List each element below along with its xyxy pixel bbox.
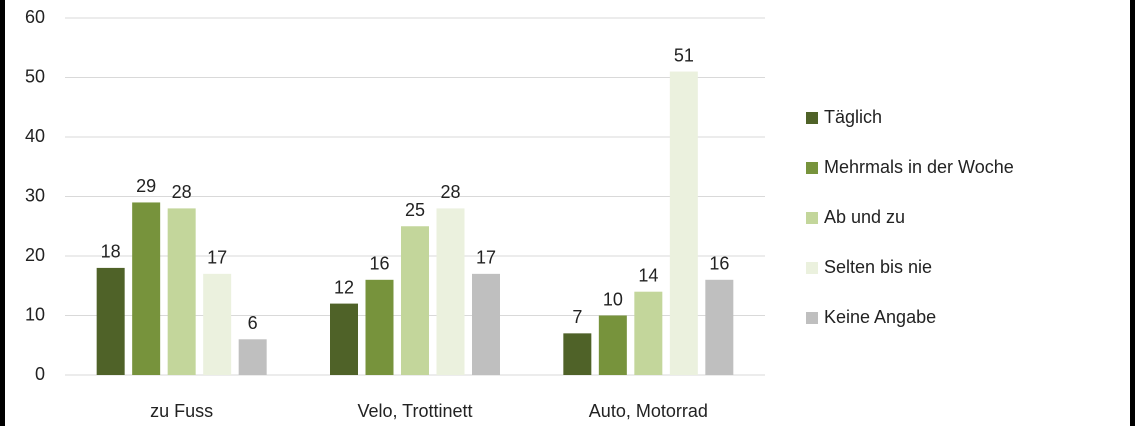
bar bbox=[238, 339, 267, 375]
bar bbox=[634, 291, 663, 375]
legend-swatch bbox=[806, 262, 818, 274]
bar bbox=[401, 226, 429, 375]
y-tick-label: 0 bbox=[35, 364, 45, 384]
bar bbox=[669, 71, 698, 376]
frame-right bbox=[1130, 0, 1135, 426]
bar bbox=[203, 273, 232, 375]
bar bbox=[167, 208, 196, 375]
y-tick-label: 50 bbox=[25, 66, 45, 86]
bar bbox=[472, 273, 500, 375]
data-label: 7 bbox=[572, 307, 582, 327]
legend-swatch bbox=[806, 162, 818, 174]
legend-swatch bbox=[806, 112, 818, 124]
legend-label: Mehrmals in der Woche bbox=[824, 157, 1014, 177]
data-label: 18 bbox=[101, 242, 121, 262]
legend-swatch bbox=[806, 312, 818, 324]
data-label: 10 bbox=[603, 289, 623, 309]
data-label: 12 bbox=[334, 277, 354, 297]
x-tick-label: Auto, Motorrad bbox=[589, 401, 708, 421]
data-label: 17 bbox=[207, 248, 227, 268]
data-label: 14 bbox=[638, 265, 658, 285]
data-label: 16 bbox=[369, 254, 389, 274]
data-label: 28 bbox=[440, 182, 460, 202]
x-tick-label: zu Fuss bbox=[150, 401, 213, 421]
bar bbox=[598, 315, 627, 375]
y-tick-label: 40 bbox=[25, 126, 45, 146]
y-tick-label: 20 bbox=[25, 245, 45, 265]
data-label: 51 bbox=[674, 45, 694, 65]
bar bbox=[563, 333, 592, 375]
data-label: 29 bbox=[136, 176, 156, 196]
bar bbox=[436, 208, 465, 375]
legend-label: Keine Angabe bbox=[824, 307, 936, 327]
legend-label: Täglich bbox=[824, 107, 882, 127]
x-tick-label: Velo, Trottinett bbox=[357, 401, 472, 421]
y-tick-label: 30 bbox=[25, 185, 45, 205]
bar bbox=[705, 279, 734, 375]
y-tick-label: 60 bbox=[25, 7, 45, 27]
data-label: 16 bbox=[709, 254, 729, 274]
data-label: 6 bbox=[248, 313, 258, 333]
data-label: 25 bbox=[405, 200, 425, 220]
legend-swatch bbox=[806, 212, 818, 224]
bar bbox=[365, 279, 394, 375]
bar bbox=[132, 202, 161, 375]
bar bbox=[330, 303, 358, 375]
data-label: 17 bbox=[476, 248, 496, 268]
y-tick-label: 10 bbox=[25, 304, 45, 324]
legend-label: Selten bis nie bbox=[824, 257, 932, 277]
bar bbox=[96, 267, 125, 375]
legend-label: Ab und zu bbox=[824, 207, 905, 227]
frame-left bbox=[0, 0, 5, 426]
data-label: 28 bbox=[172, 182, 192, 202]
